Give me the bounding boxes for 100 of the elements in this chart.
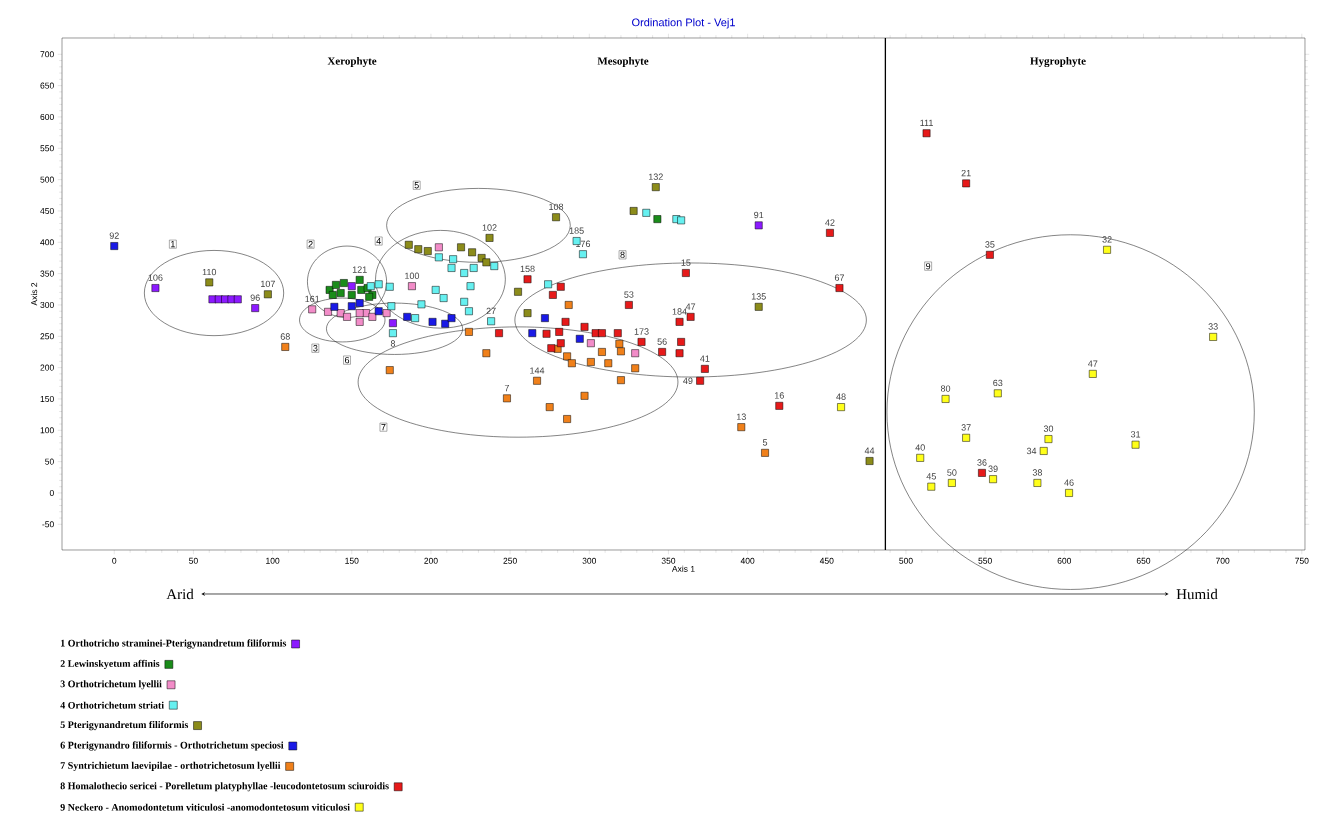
point	[332, 281, 340, 289]
point	[631, 364, 640, 373]
y-tick-label: -50	[42, 521, 54, 528]
chart-title: Ordination Plot - Vej1	[632, 18, 735, 29]
y-tick-label: 100	[40, 427, 54, 434]
point	[523, 275, 532, 284]
annotation: 42	[825, 219, 835, 226]
annotation: 144	[530, 367, 545, 374]
y-tick-label: 50	[45, 458, 54, 465]
point	[637, 338, 646, 346]
point	[617, 376, 625, 385]
point	[328, 291, 337, 299]
point	[347, 302, 356, 311]
point	[374, 280, 383, 289]
point	[503, 394, 511, 403]
point	[431, 286, 440, 294]
legend-label: 5 Pterigynandretum filiformis	[60, 720, 189, 731]
y-tick-label: 150	[40, 395, 54, 402]
x-axis-title: Axis 1	[671, 565, 695, 572]
point	[1065, 489, 1073, 497]
annotation: 67	[834, 274, 845, 281]
annotation: 7	[504, 384, 509, 392]
point	[514, 287, 522, 296]
annotation: 45	[926, 473, 936, 480]
point	[385, 366, 394, 374]
annotation: 1	[171, 241, 175, 248]
annotation: 39	[988, 465, 998, 472]
point	[347, 282, 356, 291]
point	[563, 352, 571, 361]
legend-label: 2 Lewinskyetum affinis	[60, 659, 160, 669]
annotation: 47	[1088, 360, 1098, 367]
point	[682, 269, 690, 277]
point	[495, 329, 503, 338]
point	[916, 454, 925, 462]
annotation: 47	[685, 303, 696, 310]
point	[447, 314, 456, 322]
point	[989, 475, 997, 484]
point	[382, 309, 391, 317]
annotation: 31	[1130, 431, 1141, 438]
point	[355, 318, 364, 326]
annotation: 16	[774, 392, 784, 399]
annotation: 49	[683, 377, 693, 384]
annotation: 106	[148, 274, 163, 281]
annotation: 4	[376, 237, 381, 245]
text: Arid	[166, 588, 194, 600]
y-tick-label: 400	[40, 239, 54, 246]
point	[835, 284, 844, 292]
point	[575, 334, 584, 343]
point	[355, 276, 364, 284]
point	[544, 280, 552, 289]
point	[389, 329, 397, 338]
annotation: 108	[549, 203, 564, 211]
point	[580, 391, 589, 400]
point	[653, 215, 662, 223]
x-tick-label: 50	[189, 557, 198, 564]
annotation: 110	[202, 268, 217, 276]
point	[404, 240, 413, 249]
point	[541, 314, 549, 322]
annotation: Mesophyte	[597, 57, 649, 67]
point	[110, 242, 119, 250]
point	[466, 282, 475, 291]
point	[542, 329, 551, 338]
point	[587, 339, 595, 348]
y-tick-label: 350	[40, 270, 54, 277]
annotation: 27	[486, 307, 496, 315]
point	[948, 479, 956, 487]
annotation: 2	[308, 241, 313, 248]
annotation: 107	[261, 280, 275, 288]
point	[460, 269, 469, 277]
point	[677, 216, 685, 225]
x-tick-label: 600	[1057, 557, 1072, 564]
annotation: 50	[947, 469, 957, 476]
point	[423, 247, 432, 255]
point	[308, 305, 317, 314]
point	[469, 264, 478, 272]
point	[564, 301, 573, 309]
y-tick-label: 650	[40, 82, 54, 89]
annotation: Hygrophyte	[1030, 56, 1086, 68]
point	[598, 329, 606, 338]
point	[1103, 245, 1111, 254]
point	[482, 349, 491, 358]
point	[528, 329, 537, 338]
point	[563, 415, 571, 423]
annotation: Xerophyte	[327, 57, 377, 67]
annotation: 7	[381, 424, 386, 431]
text: Humid	[1176, 588, 1218, 600]
x-tick-label: 650	[1136, 557, 1151, 564]
point	[439, 294, 448, 302]
point	[754, 302, 763, 311]
annotation: 48	[836, 393, 846, 400]
point	[568, 359, 576, 368]
annotation: 13	[736, 413, 746, 420]
point	[696, 376, 704, 385]
point	[330, 302, 339, 311]
point	[556, 282, 565, 291]
y-axis-title: Axis 2	[30, 282, 38, 306]
point	[368, 313, 377, 321]
annotation: 38	[1032, 469, 1042, 476]
point	[414, 245, 423, 254]
legend-label: 7 Syntrichietum laevipilae - orthotrichetosum lyellii	[60, 761, 281, 771]
